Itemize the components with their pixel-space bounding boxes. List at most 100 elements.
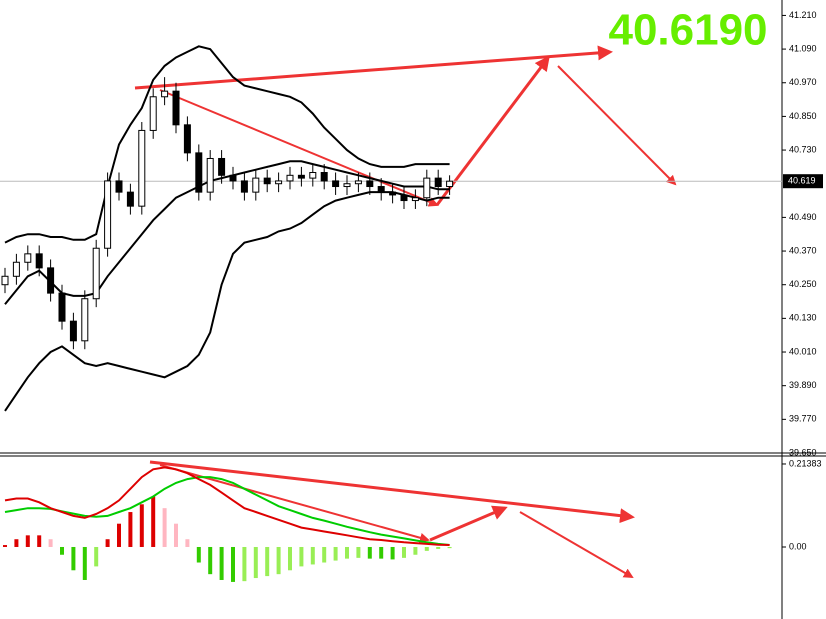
candle-body (332, 180, 340, 188)
candle-body (240, 180, 248, 193)
bollinger-band (4, 45, 450, 244)
histogram-bar (208, 546, 213, 575)
y-tick-label: 39.890 (789, 380, 817, 390)
candle-body (115, 180, 123, 193)
y-tick-label: 39.770 (789, 414, 817, 424)
bollinger-band (4, 160, 450, 305)
current-price-box (783, 174, 823, 189)
arrow (557, 65, 677, 186)
trend-arrows (134, 45, 677, 579)
histogram-bar (71, 546, 76, 571)
y-tick-label: 41.090 (789, 43, 817, 53)
y-tick-label: 40.850 (789, 111, 817, 121)
histogram-bar (94, 546, 99, 567)
candle-body (309, 172, 317, 179)
histogram-bar (413, 546, 418, 555)
candle-body (104, 180, 112, 249)
candle-body (286, 174, 294, 182)
histogram-bar (139, 504, 144, 547)
histogram-bar (3, 545, 7, 547)
y-tick-label: 40.490 (789, 212, 817, 222)
candle-body (195, 152, 203, 193)
histogram-bar (265, 546, 270, 577)
arrow (134, 45, 613, 90)
arrow (149, 460, 635, 524)
histogram-bar (447, 546, 452, 549)
histogram-bar (345, 546, 349, 559)
histogram-bar (299, 546, 304, 567)
candle-body (252, 177, 260, 193)
arrow (159, 89, 439, 207)
candle-body (183, 124, 191, 154)
candle-body (297, 174, 305, 179)
histogram-bar (436, 546, 441, 549)
histogram-bar (105, 539, 110, 547)
candle-body (58, 292, 66, 322)
y-tick-label: 39.650 (789, 447, 817, 457)
histogram-bar (162, 508, 167, 547)
histogram-bar (242, 546, 247, 582)
y-tick-label: 40.370 (789, 245, 817, 255)
histogram-bar (288, 546, 292, 571)
candle-body (263, 177, 271, 185)
histogram-bar (37, 535, 42, 547)
histogram-bar (174, 523, 178, 547)
histogram-bar (231, 546, 235, 582)
price-annotation: 40.6190 (608, 6, 767, 55)
candle-body (366, 180, 374, 188)
histogram-bar (219, 546, 224, 580)
histogram-bar (322, 546, 327, 563)
histogram-bar (333, 546, 338, 561)
candle-body (126, 191, 134, 207)
histogram-bar (185, 539, 190, 547)
candle-body (218, 157, 226, 176)
histogram-bar (356, 546, 361, 558)
histogram-bar (276, 546, 281, 575)
candle-body (47, 267, 55, 294)
candle-body (69, 320, 77, 342)
candle-body (12, 261, 20, 277)
candle-body (434, 177, 442, 188)
arrow (429, 505, 508, 542)
histogram-bar (151, 496, 156, 547)
histogram-bar (253, 546, 258, 579)
histogram-bar (310, 546, 315, 565)
candle-body (275, 180, 283, 185)
candle-body (149, 96, 157, 131)
y-tick-label: 40.010 (789, 346, 817, 356)
candle-body (1, 275, 9, 286)
bollinger-band (4, 191, 450, 412)
candle-body (206, 157, 214, 193)
histogram-bar (117, 523, 121, 547)
y-tick-label: 40.730 (789, 144, 817, 154)
histogram-bar (128, 512, 133, 547)
candle-body (343, 183, 351, 188)
candle-body (24, 253, 32, 263)
histogram-bar (379, 546, 384, 559)
candle-body (81, 298, 89, 342)
candle-body (161, 90, 169, 98)
histogram-bar (48, 539, 53, 547)
y-tick-label: 40.130 (789, 313, 817, 323)
oscillator-line (4, 476, 450, 546)
histogram-bar (196, 546, 201, 563)
osc-tick-label: 0.21383 (789, 458, 822, 468)
arrow (435, 55, 550, 206)
candle-body (138, 129, 146, 207)
histogram-bar (367, 546, 372, 559)
candle-body (411, 197, 419, 202)
candle-body (423, 177, 431, 199)
candle-body (389, 191, 397, 196)
y-tick-label: 41.210 (789, 10, 817, 20)
histogram-bar (14, 539, 19, 547)
histogram-bar (424, 546, 429, 551)
candle-body (354, 180, 362, 185)
arrow (519, 511, 634, 579)
current-price-label: 40.619 (788, 176, 816, 186)
oscillator-line (4, 466, 450, 546)
candle-body (377, 186, 385, 193)
histogram-bar (402, 546, 406, 558)
y-tick-label: 40.250 (789, 279, 817, 289)
histogram-bar (82, 546, 87, 580)
